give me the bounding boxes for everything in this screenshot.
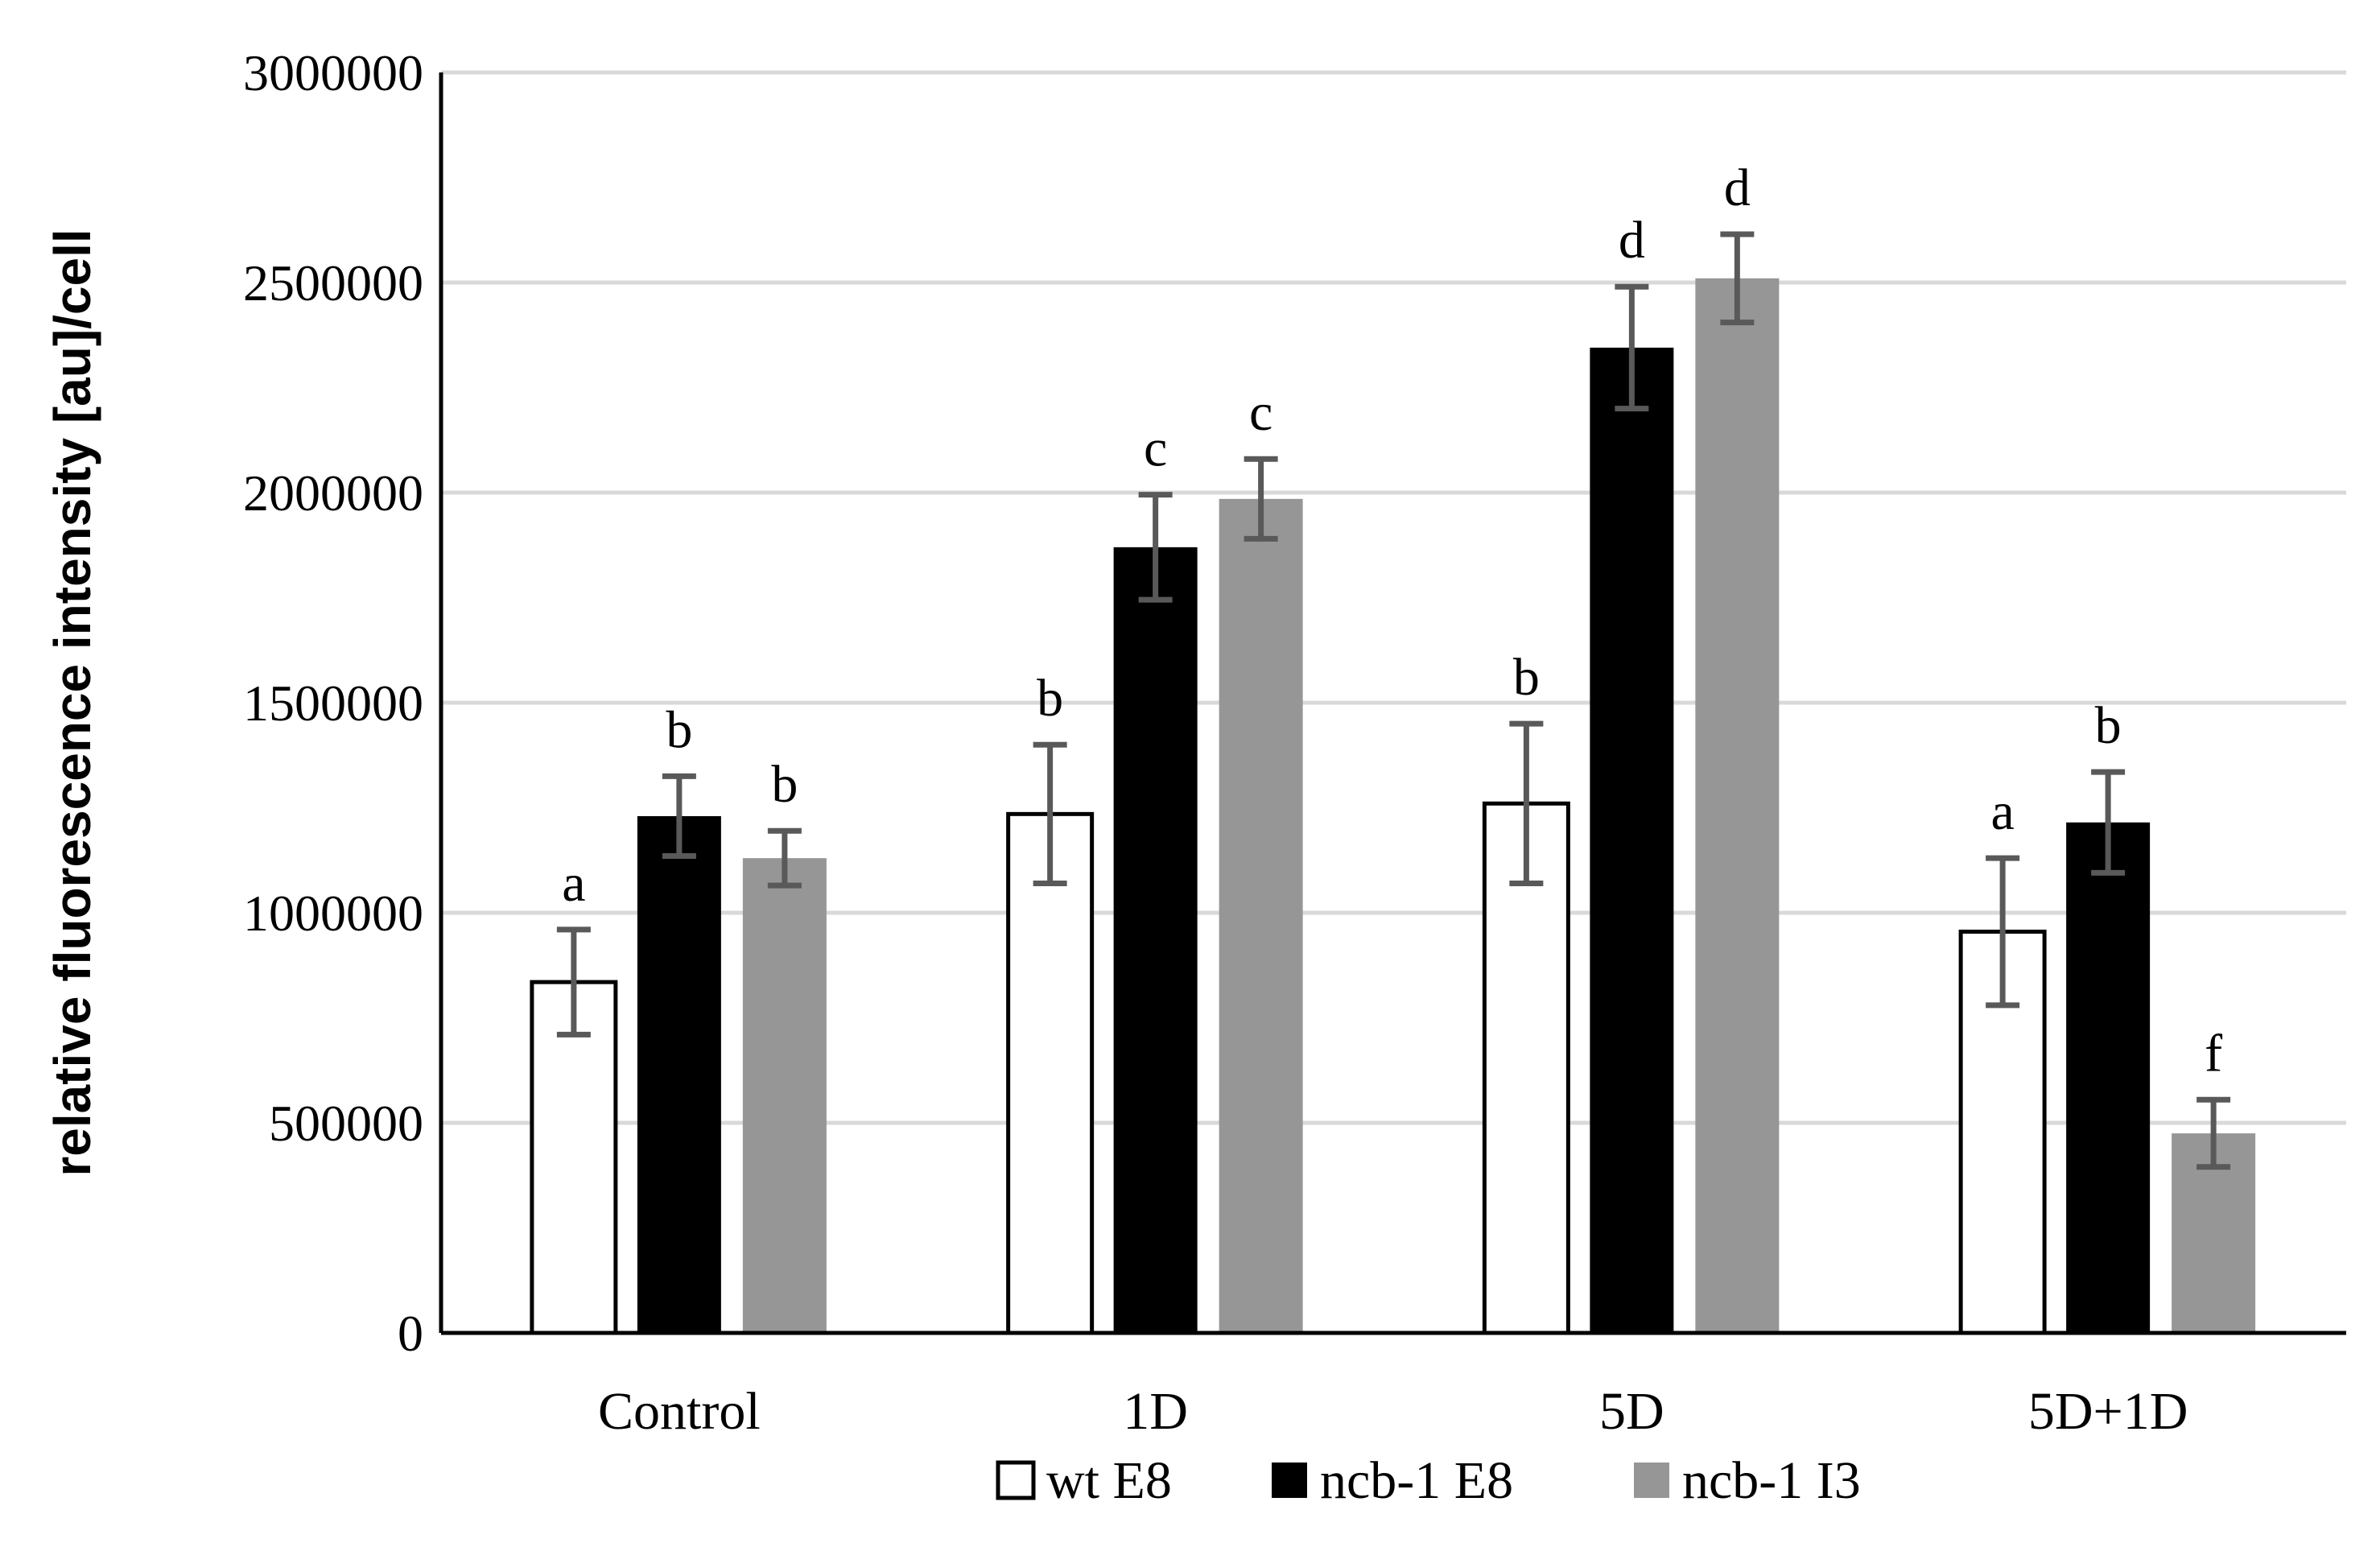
significance-letters: a b b b c c b d d a b f [562,159,2222,1083]
significance-letter: a [562,854,585,913]
significance-letter: b [1037,669,1063,728]
legend: wt E8 ncb-1 E8 ncb-1 I3 [996,1451,1861,1510]
y-tick-label: 1000000 [243,885,423,942]
x-tick-label: Control [598,1382,761,1441]
bar-ncb-1-e8-1d [1113,547,1198,1333]
y-tick-label: 2000000 [243,464,423,522]
error-bar [556,926,591,1038]
legend-label: wt E8 [1046,1451,1172,1510]
significance-letter: c [1249,383,1272,442]
error-bar [1033,741,1067,886]
legend-swatch [1634,1463,1669,1498]
significance-letter: c [1144,419,1167,478]
error-bar [2196,1096,2231,1170]
legend-swatch [996,1460,1036,1500]
legend-item: ncb-1 E8 [1272,1451,1513,1510]
y-tick-label: 2500000 [243,254,423,311]
legend-label: ncb-1 I3 [1682,1451,1861,1510]
bar-wt-e8-1d [1006,811,1095,1335]
significance-letter: d [1724,159,1751,217]
error-bar [1138,492,1173,603]
significance-letter: d [1619,211,1645,270]
bars [530,278,2256,1335]
y-tick-label: 3000000 [243,44,423,101]
gridlines [441,70,2346,1125]
x-tick-label: 5D [1599,1382,1664,1441]
legend-label: ncb-1 E8 [1320,1451,1513,1510]
legend-swatch [1272,1463,1307,1498]
axes [439,72,2346,1335]
y-tick-label: 0 [398,1305,423,1362]
x-tick-labels: Control 1D 5D 5D+1D [598,1382,2188,1441]
significance-letter: b [2095,696,2122,755]
error-bar [2091,769,2126,876]
y-tick-labels: 0 500000 1000000 1500000 2000000 2500000 30000… [243,44,423,1362]
significance-letter: b [1513,648,1540,707]
error-bar [1986,855,2020,1009]
bar-ncb-1-e8-control [637,815,721,1333]
y-tick-label: 500000 [269,1095,423,1152]
y-tick-label: 1500000 [243,675,423,732]
error-bar [1615,283,1649,412]
x-tick-label: 5D+1D [2028,1382,2188,1441]
error-bar [767,827,802,889]
y-axis-title: relative fluorescence intensity [au]/cel… [43,229,101,1176]
error-bar [1244,456,1278,542]
x-tick-label: 1D [1123,1382,1188,1441]
significance-letter: f [2205,1024,2222,1083]
bar-ncb-1-i3-1d [1219,498,1303,1333]
bar-ncb-1-i3-5d [1695,278,1780,1333]
legend-item: ncb-1 I3 [1634,1451,1861,1510]
significance-letter: b [771,755,798,814]
significance-letter: b [666,700,692,759]
legend-item: wt E8 [996,1451,1172,1510]
bar-ncb-1-i3-control [742,858,827,1333]
error-bar [1509,720,1544,886]
bar-ncb-1-e8-5d [1590,347,1674,1333]
error-bar [1720,231,1755,326]
significance-letter: a [1990,782,2014,841]
error-bar [662,773,696,860]
error-bars [556,231,2231,1170]
bar-ncb-1-e8-5dplus1d [2066,822,2151,1333]
